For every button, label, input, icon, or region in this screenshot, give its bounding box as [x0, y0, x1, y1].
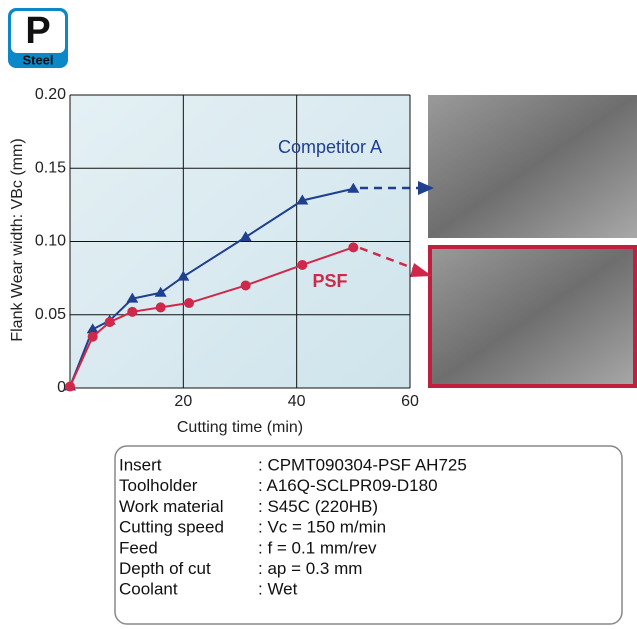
y-axis-title: Flank Wear width: VBc (mm) — [9, 138, 26, 341]
spec-label: Toolholder — [119, 476, 198, 495]
y-tick-label: 0.15 — [35, 159, 66, 176]
marker — [297, 260, 307, 270]
spec-label: Cutting speed — [119, 518, 224, 537]
marker — [127, 307, 137, 317]
spec-label: Coolant — [119, 580, 178, 599]
marker — [88, 332, 98, 342]
x-axis-title: Cutting time (min) — [177, 419, 303, 436]
spec-value: : ap = 0.3 mm — [258, 559, 362, 578]
y-tick-label: 0.20 — [35, 86, 66, 103]
page: P Steel Cutting time (min) Flank Wear wi… — [0, 0, 637, 629]
spec-value: : Vc = 150 m/min — [258, 518, 386, 537]
series-label: Competitor A — [278, 137, 382, 157]
x-tick-label: 60 — [401, 393, 419, 410]
spec-label: Insert — [119, 455, 162, 474]
marker — [105, 317, 115, 327]
photo — [430, 247, 635, 386]
x-tick-label: 40 — [288, 393, 306, 410]
y-tick-label: 0 — [57, 379, 66, 396]
x-tick-label: 20 — [174, 393, 192, 410]
badge-letter: P — [25, 10, 50, 52]
photo — [428, 95, 637, 238]
spec-value: : A16Q-SCLPR09-D180 — [258, 476, 438, 495]
marker — [241, 280, 251, 290]
badge-label: Steel — [22, 52, 53, 67]
marker — [65, 382, 75, 392]
spec-label: Depth of cut — [119, 559, 211, 578]
marker — [156, 302, 166, 312]
spec-value: : f = 0.1 mm/rev — [258, 538, 377, 557]
spec-value: : S45C (220HB) — [258, 497, 378, 516]
series-label: PSF — [312, 271, 347, 291]
chart: P Steel Cutting time (min) Flank Wear wi… — [0, 0, 637, 629]
spec-value: : CPMT090304-PSF AH725 — [258, 455, 467, 474]
y-tick-label: 0.10 — [35, 233, 66, 250]
marker — [348, 242, 358, 252]
spec-value: : Wet — [258, 580, 298, 599]
marker — [184, 298, 194, 308]
spec-label: Work material — [119, 497, 224, 516]
spec-label: Feed — [119, 538, 158, 557]
y-tick-label: 0.05 — [35, 306, 66, 323]
